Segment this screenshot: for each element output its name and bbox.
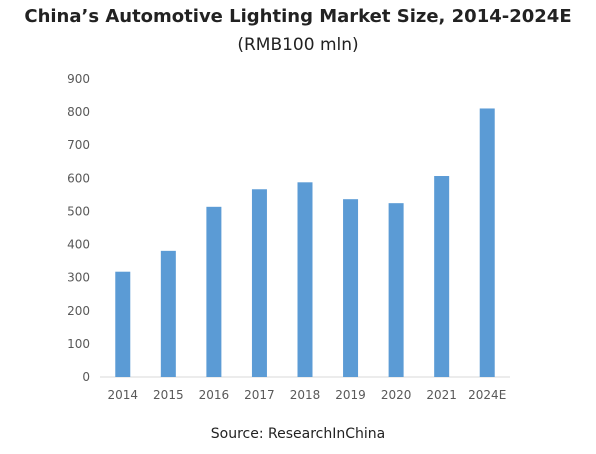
y-tick-label: 0: [82, 370, 90, 384]
x-tick-label: 2016: [199, 388, 230, 402]
y-tick-label: 100: [67, 337, 90, 351]
x-tick-label: 2015: [153, 388, 184, 402]
chart-title: China’s Automotive Lighting Market Size,…: [24, 6, 572, 27]
source-note: Source: ResearchInChina: [210, 426, 386, 442]
x-tick-label: 2014: [108, 388, 139, 402]
x-tick-label: 2021: [426, 388, 457, 402]
bar-2019: [343, 199, 359, 377]
bar-2016: [206, 206, 222, 377]
x-tick-label: 2017: [244, 388, 275, 402]
y-tick-label: 300: [67, 271, 90, 285]
bar-2020: [388, 203, 404, 377]
bars: [115, 108, 495, 378]
y-tick-label: 600: [67, 171, 90, 185]
bar-2017: [251, 189, 267, 377]
bar-2018: [297, 182, 313, 377]
x-tick-label: 2019: [335, 388, 366, 402]
x-tick-labels: 2014 2015 2016 2017 2018 2019 2020 2021 2024E: [108, 388, 507, 402]
x-tick-label: 2020: [381, 388, 412, 402]
bar-2015: [160, 250, 176, 377]
chart-subtitle: (RMB100 mln): [237, 35, 359, 55]
bar-2014: [115, 271, 131, 377]
y-tick-label: 800: [67, 105, 90, 119]
x-tick-label: 2024E: [468, 388, 506, 402]
bar-2024E: [479, 108, 495, 378]
y-tick-label: 400: [67, 238, 90, 252]
y-tick-label: 700: [67, 138, 90, 152]
y-tick-label: 500: [67, 204, 90, 218]
x-tick-label: 2018: [290, 388, 321, 402]
y-tick-label: 200: [67, 304, 90, 318]
bar-2021: [434, 176, 450, 377]
y-tick-labels: 0 100 200 300 400 500 600 700 800 900: [67, 72, 90, 384]
y-tick-label: 900: [67, 72, 90, 86]
